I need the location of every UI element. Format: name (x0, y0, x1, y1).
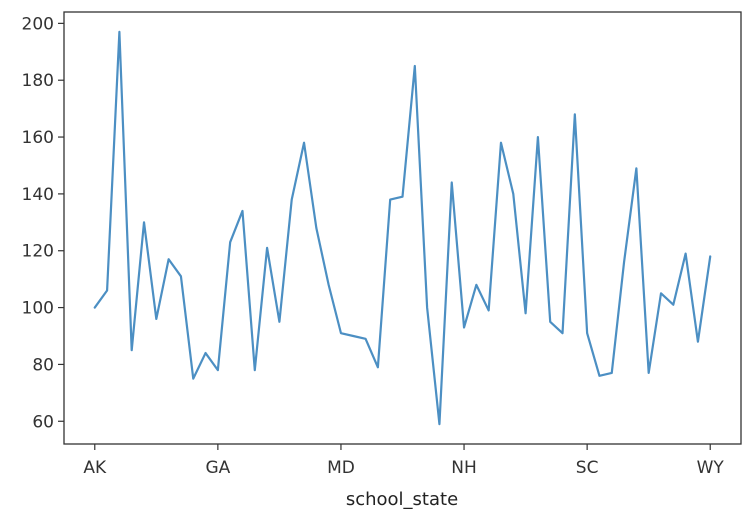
x-tick-label: WY (697, 458, 725, 478)
x-tick-label: GA (205, 458, 230, 478)
x-axis: AK GA MD NH SC WY (83, 444, 724, 478)
y-tick-label: 140 (22, 185, 54, 205)
plot-frame (63, 11, 742, 445)
y-tick-label: 120 (22, 242, 54, 262)
y-tick-label: 200 (22, 14, 54, 34)
x-tick-label: MD (327, 458, 355, 478)
y-tick-label: 100 (22, 299, 54, 319)
x-axis-title: school_state (346, 489, 458, 510)
y-axis: 60 80 100 120 140 160 180 200 (22, 14, 64, 432)
series-line (93, 30, 712, 426)
y-tick-label: 60 (32, 412, 54, 432)
y-tick-label: 160 (22, 128, 54, 148)
x-tick-label: NH (451, 458, 477, 478)
y-tick-label: 80 (32, 355, 54, 375)
x-tick-label: AK (83, 458, 107, 478)
y-tick-label: 180 (22, 71, 54, 91)
x-tick-label: SC (576, 458, 599, 478)
